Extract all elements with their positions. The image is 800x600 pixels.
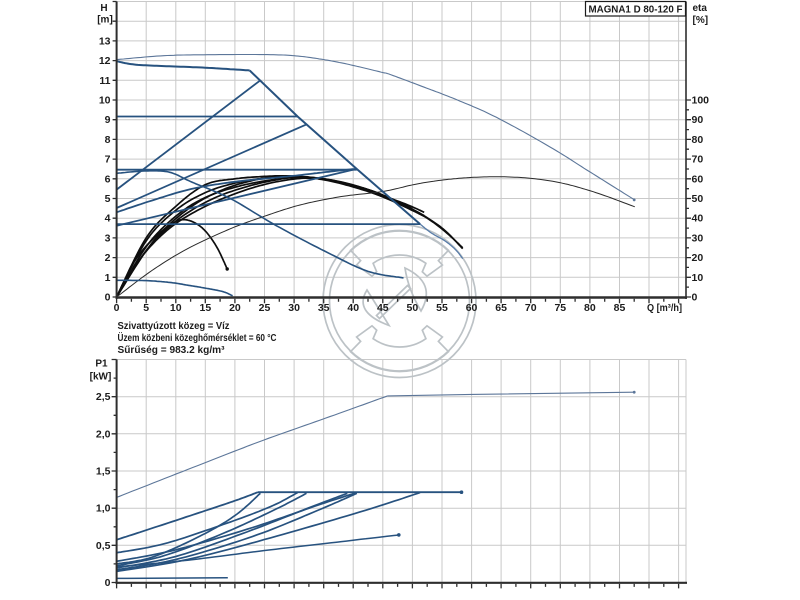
- svg-text:40: 40: [347, 302, 359, 314]
- svg-text:Üzem közbeni közeghőmérséklet: Üzem közbeni közeghőmérséklet = 60 °C: [118, 331, 277, 344]
- svg-text:[%]: [%]: [693, 15, 709, 26]
- svg-text:0: 0: [692, 292, 698, 304]
- svg-text:Sűrűség = 983.2 kg/m³: Sűrűség = 983.2 kg/m³: [118, 344, 225, 356]
- svg-text:1: 1: [105, 272, 111, 284]
- svg-text:10: 10: [99, 95, 111, 107]
- svg-text:50: 50: [407, 302, 419, 314]
- svg-text:60: 60: [692, 173, 704, 185]
- svg-text:80: 80: [584, 302, 596, 314]
- svg-text:3: 3: [105, 232, 111, 244]
- svg-text:8: 8: [105, 134, 111, 146]
- svg-text:Q [m³/h]: Q [m³/h]: [647, 303, 682, 314]
- svg-text:50: 50: [692, 193, 704, 205]
- svg-text:10: 10: [170, 302, 182, 314]
- svg-text:7: 7: [105, 154, 111, 166]
- svg-text:25: 25: [259, 302, 271, 314]
- svg-text:0: 0: [105, 292, 111, 304]
- svg-text:45: 45: [377, 302, 389, 314]
- svg-text:55: 55: [436, 302, 448, 314]
- svg-text:2,5: 2,5: [96, 391, 111, 403]
- svg-text:5: 5: [143, 302, 149, 314]
- svg-text:[m]: [m]: [97, 15, 113, 26]
- svg-text:90: 90: [692, 114, 704, 126]
- svg-text:4: 4: [105, 213, 111, 225]
- svg-text:Szivattyúzott közeg = Víz: Szivattyúzott közeg = Víz: [118, 320, 230, 332]
- svg-text:70: 70: [525, 302, 537, 314]
- svg-text:30: 30: [692, 232, 704, 244]
- svg-text:2: 2: [105, 252, 111, 264]
- svg-text:40: 40: [692, 213, 704, 225]
- svg-text:11: 11: [99, 75, 110, 87]
- svg-text:1,5: 1,5: [96, 466, 111, 478]
- svg-text:6: 6: [105, 173, 111, 185]
- svg-text:20: 20: [692, 252, 704, 264]
- svg-text:35: 35: [318, 302, 330, 314]
- svg-text:12: 12: [99, 55, 111, 67]
- svg-text:65: 65: [495, 302, 507, 314]
- svg-text:2,0: 2,0: [96, 428, 111, 440]
- svg-text:80: 80: [692, 134, 704, 146]
- svg-text:9: 9: [105, 114, 111, 126]
- svg-text:13: 13: [99, 35, 111, 47]
- svg-text:15: 15: [199, 302, 211, 314]
- svg-text:0: 0: [105, 577, 111, 589]
- svg-text:eta: eta: [693, 3, 708, 14]
- svg-text:P1: P1: [95, 359, 108, 370]
- svg-text:5: 5: [105, 193, 111, 205]
- svg-text:1,0: 1,0: [96, 503, 111, 515]
- svg-text:85: 85: [614, 302, 626, 314]
- svg-text:30: 30: [288, 302, 300, 314]
- svg-text:20: 20: [229, 302, 241, 314]
- svg-text:10: 10: [692, 272, 704, 284]
- svg-text:70: 70: [692, 154, 704, 166]
- svg-text:60: 60: [466, 302, 478, 314]
- svg-text:100: 100: [692, 95, 710, 107]
- svg-text:75: 75: [554, 302, 566, 314]
- svg-text:0: 0: [114, 302, 120, 314]
- svg-text:0,5: 0,5: [96, 540, 111, 552]
- svg-text:[kW]: [kW]: [90, 372, 112, 383]
- svg-text:MAGNA1 D 80-120 F: MAGNA1 D 80-120 F: [589, 5, 683, 16]
- svg-text:H: H: [100, 3, 107, 14]
